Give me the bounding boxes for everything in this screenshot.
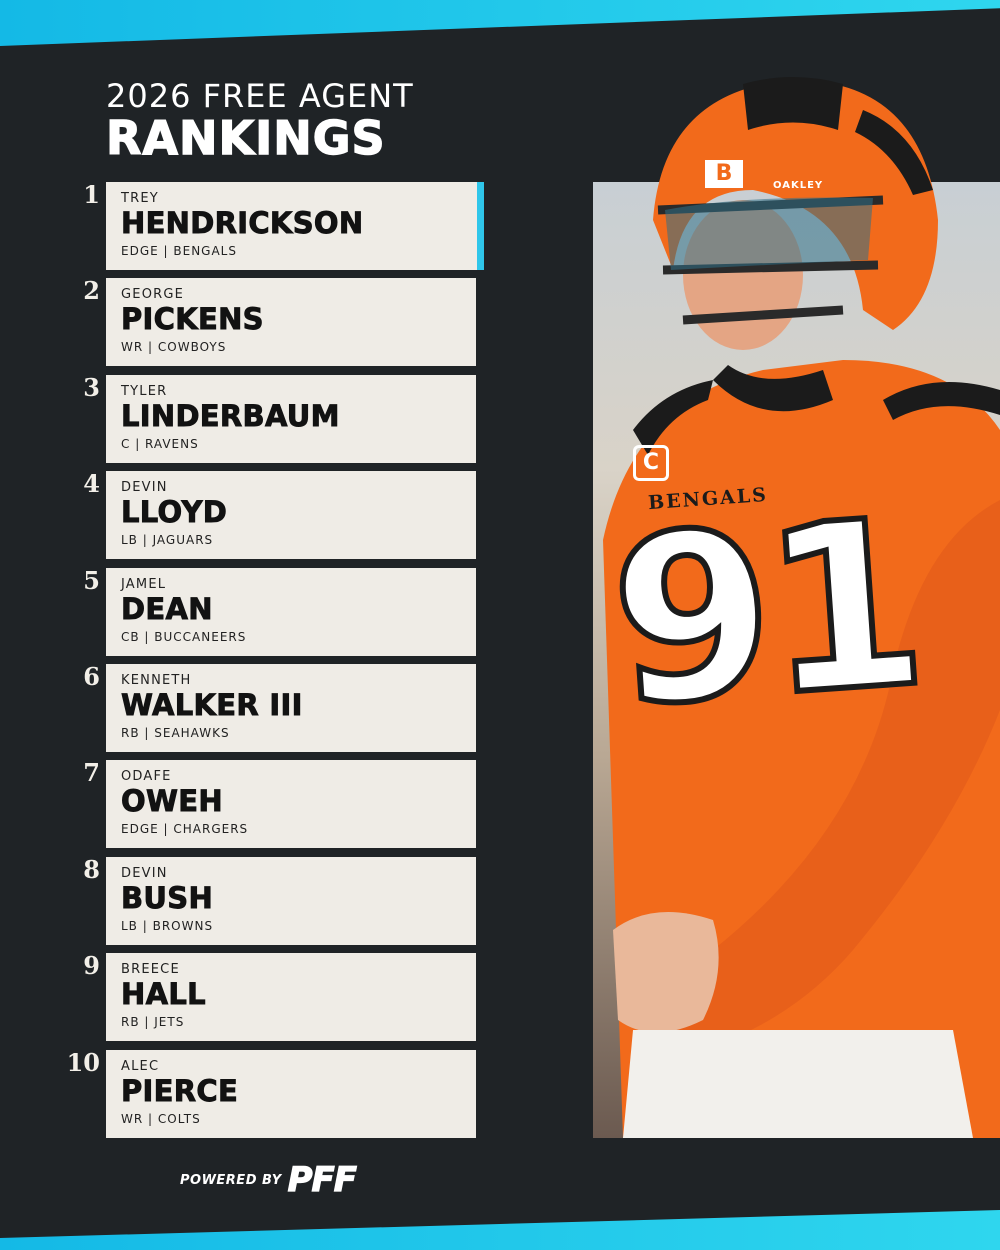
player-card: ODAFE OWEH EDGE | CHARGERS xyxy=(106,760,476,849)
player-position-team: LB | JAGUARS xyxy=(121,533,214,548)
top-accent-stripe xyxy=(0,0,1000,46)
ranking-row: 4 DEVIN LLOYD LB | JAGUARS xyxy=(0,469,490,560)
player-last-name: OWEH xyxy=(121,784,224,819)
captain-patch: C xyxy=(633,445,669,481)
pants xyxy=(623,1030,973,1138)
player-first-name: TYLER xyxy=(121,383,168,399)
player-card: ALEC PIERCE WR | COLTS xyxy=(106,1049,476,1138)
jersey-number: 91 xyxy=(601,468,929,762)
player-card: KENNETH WALKER III RB | SEAHAWKS xyxy=(106,664,476,752)
rank-number: 2 xyxy=(83,276,100,306)
player-position-team: WR | COLTS xyxy=(121,1111,201,1126)
footer: POWERED BY PFF xyxy=(180,1160,358,1200)
rank-number: 1 xyxy=(83,180,100,209)
player-last-name: HALL xyxy=(121,977,206,1012)
arm xyxy=(667,500,1000,1050)
title-line-2: RANKINGS xyxy=(105,111,386,165)
player-first-name: TREY xyxy=(121,191,159,206)
rank-number: 8 xyxy=(83,854,100,884)
player-first-name: BREECE xyxy=(121,962,180,978)
player-card: DEVIN BUSH LB | BROWNS xyxy=(106,856,476,945)
ranking-row: 5 JAMEL DEAN CB | BUCCANEERS xyxy=(0,565,490,656)
player-card: DEVIN LLOYD LB | JAGUARS xyxy=(106,471,476,560)
player-photo: B OAKLEY C BENGALS 91 xyxy=(593,70,1000,1138)
player-position-team: EDGE | BENGALS xyxy=(121,244,237,258)
ranking-row: 3 TYLER LINDERBAUM C | RAVENS xyxy=(0,372,490,463)
player-position-team: EDGE | CHARGERS xyxy=(121,822,249,837)
rank-number: 6 xyxy=(83,662,100,691)
player-last-name: PICKENS xyxy=(121,302,264,337)
bottom-accent-stripe xyxy=(0,1210,1000,1250)
rank-number: 9 xyxy=(83,951,100,981)
player-position-team: LB | BROWNS xyxy=(121,918,214,933)
player-last-name: HENDRICKSON xyxy=(121,206,364,241)
collar xyxy=(713,365,833,412)
player-first-name: DEVIN xyxy=(121,865,168,881)
rank-number: 5 xyxy=(83,565,100,595)
player-first-name: ALEC xyxy=(121,1058,160,1074)
shoulder-stripe xyxy=(883,382,1000,420)
player-position-team: RB | JETS xyxy=(121,1015,185,1030)
ranking-row: 7 ODAFE OWEH EDGE | CHARGERS xyxy=(0,758,490,849)
ranking-row: 2 GEORGE PICKENS WR | COWBOYS xyxy=(0,276,490,367)
rank-number: 4 xyxy=(83,469,100,499)
player-last-name: PIERCE xyxy=(121,1073,239,1108)
player-position-team: WR | COWBOYS xyxy=(121,340,227,355)
player-card: BREECE HALL RB | JETS xyxy=(106,953,476,1042)
helmet-stripe-2 xyxy=(855,110,933,195)
player-illustration xyxy=(603,77,1000,1138)
rank-number: 7 xyxy=(83,758,100,788)
player-position-team: CB | BUCCANEERS xyxy=(121,629,247,644)
ranking-row: 10 ALEC PIERCE WR | COLTS xyxy=(0,1047,490,1138)
helmet-stripe xyxy=(743,77,843,130)
rank-number: 10 xyxy=(66,1047,100,1077)
player-last-name: LINDERBAUM xyxy=(121,398,340,433)
shoulder-stripe-left xyxy=(633,380,713,455)
player-last-name: WALKER III xyxy=(121,688,303,723)
ranking-row: 6 KENNETH WALKER III RB | SEAHAWKS xyxy=(0,662,490,752)
player-first-name: JAMEL xyxy=(121,576,167,592)
pff-logo: PFF xyxy=(287,1160,358,1200)
player-card: GEORGE PICKENS WR | COWBOYS xyxy=(106,278,476,367)
ranking-row: 8 DEVIN BUSH LB | BROWNS xyxy=(0,854,490,945)
player-first-name: GEORGE xyxy=(121,287,185,303)
player-first-name: DEVIN xyxy=(121,480,168,496)
player-card: JAMEL DEAN CB | BUCCANEERS xyxy=(106,567,476,656)
player-card: TREY HENDRICKSON EDGE | BENGALS xyxy=(106,182,484,270)
title-line-1: 2026 FREE AGENT xyxy=(106,77,414,115)
player-first-name: ODAFE xyxy=(121,769,172,785)
ranking-row: 1 TREY HENDRICKSON EDGE | BENGALS xyxy=(0,180,490,270)
page-title: 2026 FREE AGENT RANKINGS xyxy=(105,77,414,165)
helmet-logo: B xyxy=(705,160,743,188)
player-last-name: LLOYD xyxy=(121,495,228,530)
visor xyxy=(665,197,873,270)
player-card: TYLER LINDERBAUM C | RAVENS xyxy=(106,374,476,463)
powered-by-label: POWERED BY xyxy=(180,1172,282,1188)
ranking-row: 9 BREECE HALL RB | JETS xyxy=(0,951,490,1042)
player-last-name: BUSH xyxy=(121,880,214,915)
helmet-brand: OAKLEY xyxy=(773,180,824,191)
hands xyxy=(613,912,719,1033)
rank-number: 3 xyxy=(83,372,100,402)
player-last-name: DEAN xyxy=(121,591,213,626)
player-position-team: C | RAVENS xyxy=(121,436,199,451)
player-position-team: RB | SEAHAWKS xyxy=(121,726,230,740)
player-first-name: KENNETH xyxy=(121,673,192,688)
